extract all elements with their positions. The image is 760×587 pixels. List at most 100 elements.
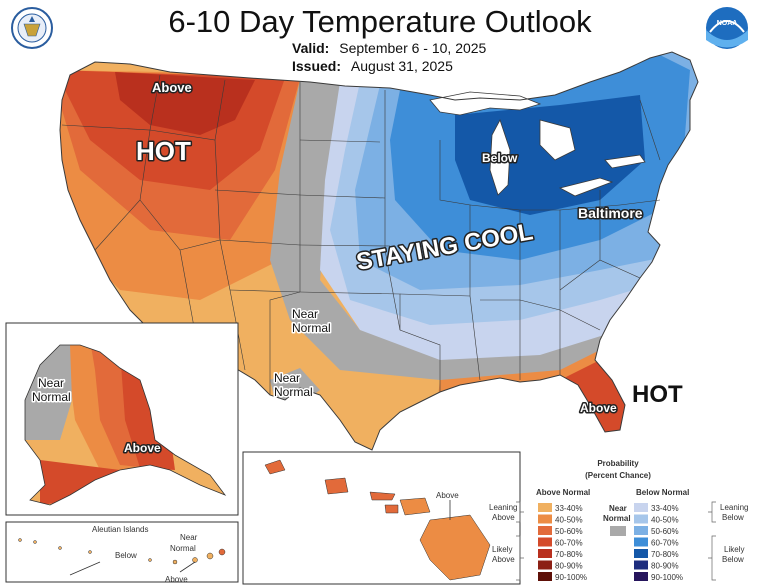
molokai: [369, 491, 396, 501]
legend-likely-above: Likely Above: [492, 545, 515, 564]
great-lakes: [429, 91, 646, 197]
legend-below-label-6: 90-100%: [651, 573, 683, 582]
page-title: 6-10 Day Temperature Outlook: [168, 4, 592, 39]
label-aleutian-near-normal: Near Normal: [170, 533, 200, 553]
legend-below-label-3: 60-70%: [651, 539, 679, 548]
legend-near-line1: Near: [609, 504, 627, 513]
aleutian-islands: [18, 538, 226, 565]
legend-leaning-above: Leaning Above: [489, 503, 520, 522]
legend-subtitle: (Percent Chance): [585, 471, 651, 480]
legend-brace-likely-below: [708, 535, 716, 581]
legend-below-swatch-4: [634, 549, 648, 558]
near-normal-texas-line1: Near: [274, 371, 300, 385]
legend-near-swatch: [610, 526, 626, 536]
label-hot-west: HOT: [136, 136, 191, 166]
band-near-normal: [270, 80, 650, 380]
lake-erie: [558, 177, 614, 197]
label-hot-southeast: HOT: [632, 381, 683, 408]
label-near-normal-texas: Near Normal: [274, 371, 313, 399]
lake-ontario: [604, 154, 646, 169]
commerce-seal-icon: [11, 7, 53, 49]
legend-below-swatch-2: [634, 526, 648, 535]
legend-above-label-4: 70-80%: [555, 550, 583, 559]
legend-below-swatch-5: [634, 560, 648, 570]
legend-leaning-above-line2: Above: [492, 513, 515, 522]
legend-above-swatch-1: [538, 514, 552, 524]
state-borders: [61, 74, 661, 395]
label-above-northwest: Above: [152, 80, 192, 95]
label-hawaii-above: Above: [436, 491, 459, 500]
hawaii-islands: [264, 459, 491, 581]
ak-near-normal-line2: Normal: [32, 390, 71, 404]
conus-probability-bands: [60, 52, 698, 450]
lake-superior: [429, 91, 542, 116]
legend-above-label-5: 80-90%: [555, 562, 583, 571]
legend-near-line2: Normal: [603, 514, 631, 523]
legend-near-label: Near Normal: [603, 504, 631, 523]
legend-leaning-below-line1: Leaning: [720, 503, 748, 512]
issued-label: Issued:: [292, 58, 342, 74]
legend-below-label-0: 33-40%: [651, 504, 679, 513]
legend-above-swatch-5: [538, 560, 552, 570]
legend-likely-above-line1: Likely: [492, 545, 512, 554]
legend-above-swatch-6: [538, 572, 552, 581]
noaa-logo-text: NOAA: [717, 20, 738, 27]
legend-likely-below: Likely Below: [722, 545, 747, 564]
legend-above-label-0: 33-40%: [555, 504, 583, 513]
legend-above-label-1: 40-50%: [555, 516, 583, 525]
kauai: [264, 459, 286, 475]
oahu: [324, 477, 349, 495]
alaska-outline: [24, 344, 227, 506]
valid-line: Valid: September 6 - 10, 2025: [292, 40, 486, 56]
label-below-greatlakes: Below: [482, 151, 518, 165]
ak-near-normal-line1: Near: [38, 376, 64, 390]
band-above-70-80: [115, 72, 255, 135]
legend-above-label-6: 90-100%: [555, 573, 587, 582]
big-island: [419, 514, 491, 581]
lake-michigan: [489, 118, 511, 196]
legend-above-label-2: 50-60%: [555, 527, 583, 536]
legend-above-swatch-0: [538, 503, 552, 512]
label-above-florida: Above: [580, 401, 617, 415]
label-near-normal-plains: Near Normal: [292, 307, 331, 335]
issued-value: August 31, 2025: [350, 58, 453, 74]
near-normal-plains-line1: Near: [292, 307, 318, 321]
lanai: [384, 504, 399, 514]
label-baltimore: Baltimore: [578, 205, 643, 221]
legend-brace-leaning-below: [708, 501, 716, 523]
valid-label: Valid:: [292, 40, 330, 56]
label-aleutian-islands: Aleutian Islands: [92, 525, 148, 534]
legend-leaning-below-line2: Below: [722, 513, 744, 522]
legend-above-swatch-4: [538, 549, 552, 558]
maui: [399, 497, 431, 516]
issued-line: Issued: August 31, 2025: [292, 58, 453, 74]
near-normal-plains-line2: Normal: [292, 321, 331, 335]
legend-above-label-3: 60-70%: [555, 539, 583, 548]
lake-huron: [539, 119, 576, 161]
hawaii-inset: [242, 451, 521, 585]
legend-above-header: Above Normal: [536, 488, 590, 497]
legend-below-swatch-6: [634, 572, 648, 581]
label-ak-above: Above: [124, 441, 161, 455]
aleutian-near-line1: Near: [180, 533, 198, 542]
legend-above-bins: 33-40% 40-50% 50-60% 60-70% 70-80% 80-90% 90-1…: [538, 503, 587, 582]
label-ak-near-normal: Near Normal: [32, 376, 71, 404]
legend-below-bins: 33-40% 40-50% 50-60% 60-70% 70-80% 80-90% 90-1…: [634, 503, 683, 582]
legend-below-label-1: 40-50%: [651, 516, 679, 525]
noaa-logo-icon: NOAA: [706, 7, 748, 49]
legend-below-swatch-0: [634, 503, 648, 512]
near-normal-texas-line2: Normal: [274, 385, 313, 399]
legend-title: Probability: [597, 459, 639, 468]
legend: Probability (Percent Chance) Above Norma…: [489, 459, 748, 582]
aleutian-near-line2: Normal: [170, 544, 196, 553]
legend-brace-leaning-above: [516, 501, 524, 523]
legend-above-swatch-2: [538, 526, 552, 535]
valid-value: September 6 - 10, 2025: [339, 40, 487, 56]
legend-below-header: Below Normal: [636, 488, 689, 497]
aleutian-above-leader: [179, 561, 196, 573]
legend-brace-likely-above: [516, 535, 524, 581]
legend-likely-below-line1: Likely: [724, 545, 744, 554]
legend-below-swatch-1: [634, 514, 648, 524]
legend-below-label-4: 70-80%: [651, 550, 679, 559]
